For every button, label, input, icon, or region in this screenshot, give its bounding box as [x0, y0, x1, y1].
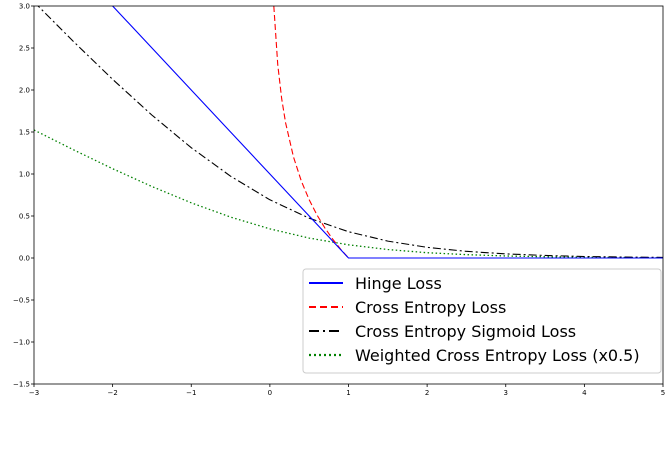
legend-label-cross-entropy-loss: Cross Entropy Loss	[355, 298, 506, 317]
y-tick-label: 2.5	[19, 45, 30, 53]
x-tick-label: 1	[346, 389, 350, 397]
x-tick-label: 4	[582, 389, 587, 397]
x-tick-label: −3	[29, 389, 39, 397]
series-layer	[34, 6, 663, 259]
y-axis: −1.5 −1.0 −0.5 0.0 0.5 1.0 1.5 2.0 2.5 3.0	[13, 3, 34, 389]
legend-label-weighted-cross-entropy-loss: Weighted Cross Entropy Loss (x0.5)	[355, 346, 640, 365]
legend-label-hinge-loss: Hinge Loss	[355, 274, 442, 293]
y-tick-label: 0.5	[19, 213, 30, 221]
x-tick-label: −1	[186, 389, 196, 397]
x-tick-label: −2	[107, 389, 117, 397]
y-tick-label: −1.5	[13, 381, 30, 389]
legend-box	[302, 268, 662, 374]
y-tick-label: 1.0	[19, 171, 30, 179]
series-line-cross-entropy-loss	[273, 6, 349, 259]
series-line-weighted-cross-entropy-loss-x0-5	[34, 129, 663, 259]
series-line-hinge-loss	[111, 6, 663, 259]
y-tick-label: 1.5	[19, 129, 30, 137]
y-tick-label: 3.0	[19, 3, 30, 11]
y-tick-label: 0.0	[19, 255, 30, 263]
x-tick-label: 3	[504, 389, 508, 397]
series-line-cross-entropy-sigmoid-loss	[37, 6, 663, 258]
x-axis: −3 −2 −1 0 1 2 3 4 5	[29, 384, 665, 397]
x-tick-label: 2	[425, 389, 429, 397]
y-tick-label: 2.0	[19, 87, 30, 95]
legend-label-cross-entropy-sigmoid-loss: Cross Entropy Sigmoid Loss	[355, 322, 576, 341]
y-tick-label: −0.5	[13, 297, 30, 305]
x-tick-label: 0	[268, 389, 272, 397]
y-tick-label: −1.0	[13, 339, 30, 347]
x-tick-label: 5	[661, 389, 665, 397]
legend: Hinge Loss Cross Entropy Loss Cross Entr…	[302, 268, 662, 374]
